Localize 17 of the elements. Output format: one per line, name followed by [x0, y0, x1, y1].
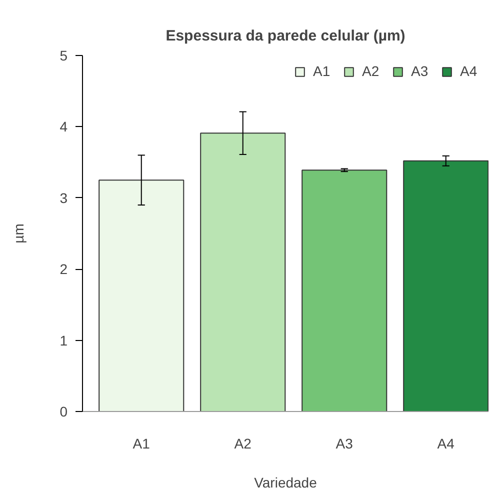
y-tick-label: 0 [60, 404, 68, 420]
y-tick-label: 3 [60, 190, 68, 206]
x-tick-label: A4 [437, 436, 455, 452]
y-tick-label: 1 [60, 332, 68, 348]
x-axis-title: Variedade [254, 474, 318, 490]
legend-label: A2 [362, 63, 380, 79]
y-axis-title: µm [10, 224, 27, 244]
legend-label: A1 [313, 63, 332, 79]
y-tick-label: 2 [60, 261, 68, 278]
x-tick-label: A3 [336, 436, 354, 452]
legend-label: A3 [411, 63, 430, 79]
y-tick-label: 4 [60, 118, 68, 135]
chart-title: Espessura da parede celular (µm) [166, 28, 406, 44]
y-tick-label: 5 [60, 48, 68, 64]
legend-label: A4 [460, 63, 478, 79]
x-tick-label: A2 [234, 436, 252, 452]
x-tick-label: A1 [132, 436, 150, 452]
